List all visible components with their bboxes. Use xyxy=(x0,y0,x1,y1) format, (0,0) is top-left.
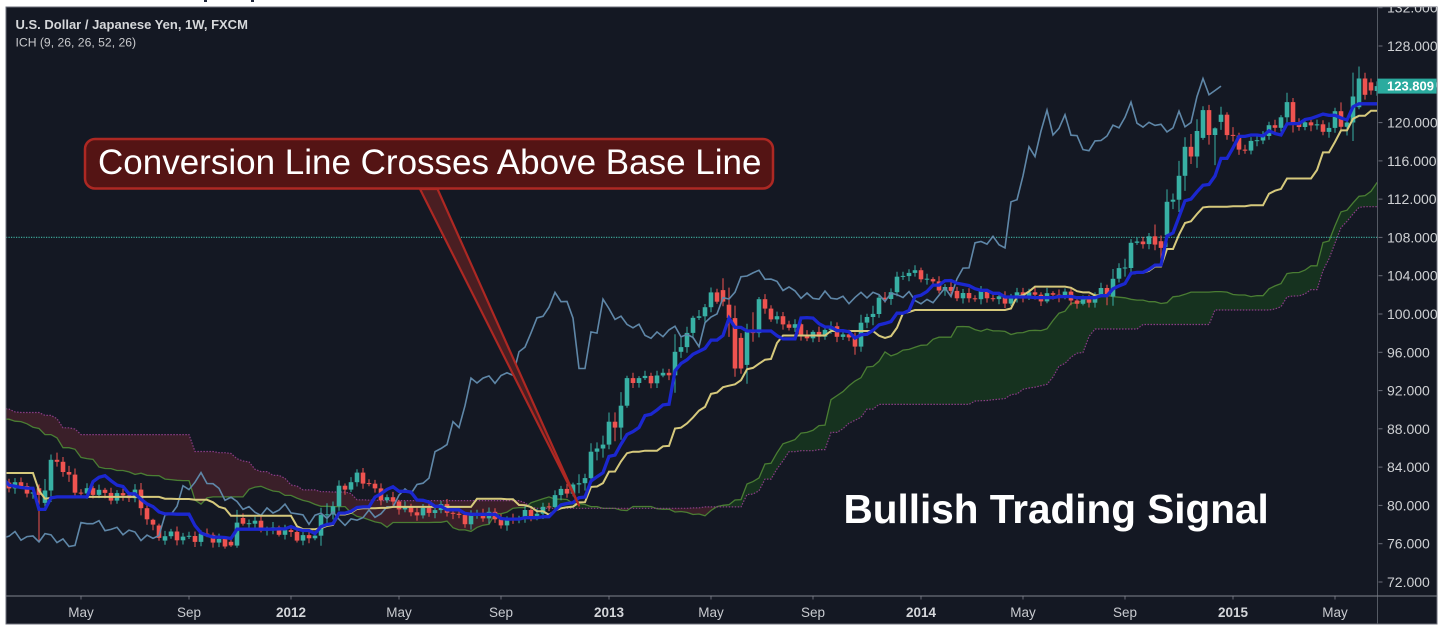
svg-text:Sep: Sep xyxy=(801,605,825,620)
svg-text:May: May xyxy=(386,605,412,620)
svg-text:2014: 2014 xyxy=(906,605,937,620)
svg-text:2015: 2015 xyxy=(1218,605,1249,620)
svg-text:May: May xyxy=(1322,605,1348,620)
svg-text:Bullish Trading Signal: Bullish Trading Signal xyxy=(844,486,1269,532)
svg-text:Sep: Sep xyxy=(1113,605,1137,620)
svg-text:72.000: 72.000 xyxy=(1387,574,1430,590)
svg-text:92.000: 92.000 xyxy=(1387,383,1430,399)
svg-text:Conversion Line Crosses Above: Conversion Line Crosses Above Base Line xyxy=(98,143,761,182)
svg-text:104.000: 104.000 xyxy=(1387,268,1438,284)
svg-text:120.000: 120.000 xyxy=(1387,115,1438,131)
svg-text:108.000: 108.000 xyxy=(1387,229,1438,245)
svg-text:116.000: 116.000 xyxy=(1387,153,1437,169)
svg-text:132.000: 132.000 xyxy=(1387,0,1438,16)
svg-text:2013: 2013 xyxy=(594,605,625,620)
svg-text:88.000: 88.000 xyxy=(1387,421,1430,437)
svg-text:U.S. Dollar / Japanese Yen, 1W: U.S. Dollar / Japanese Yen, 1W, FXCM xyxy=(16,17,248,32)
svg-text:100.000: 100.000 xyxy=(1387,306,1438,322)
svg-text:84.000: 84.000 xyxy=(1387,459,1430,475)
svg-text:96.000: 96.000 xyxy=(1387,344,1430,360)
svg-text:Sep: Sep xyxy=(489,605,513,620)
svg-text:May: May xyxy=(1010,605,1036,620)
svg-text:Sep: Sep xyxy=(177,605,201,620)
svg-text:112.000: 112.000 xyxy=(1387,191,1437,207)
svg-text:May: May xyxy=(698,605,724,620)
svg-text:128.000: 128.000 xyxy=(1387,38,1438,54)
svg-text:2012: 2012 xyxy=(276,605,306,620)
svg-text:123.809: 123.809 xyxy=(1387,79,1434,94)
svg-text:80.000: 80.000 xyxy=(1387,497,1430,513)
svg-text:76.000: 76.000 xyxy=(1387,536,1430,552)
svg-text:May: May xyxy=(68,605,94,620)
svg-text:ICH (9, 26, 26, 52, 26): ICH (9, 26, 26, 52, 26) xyxy=(16,36,137,50)
